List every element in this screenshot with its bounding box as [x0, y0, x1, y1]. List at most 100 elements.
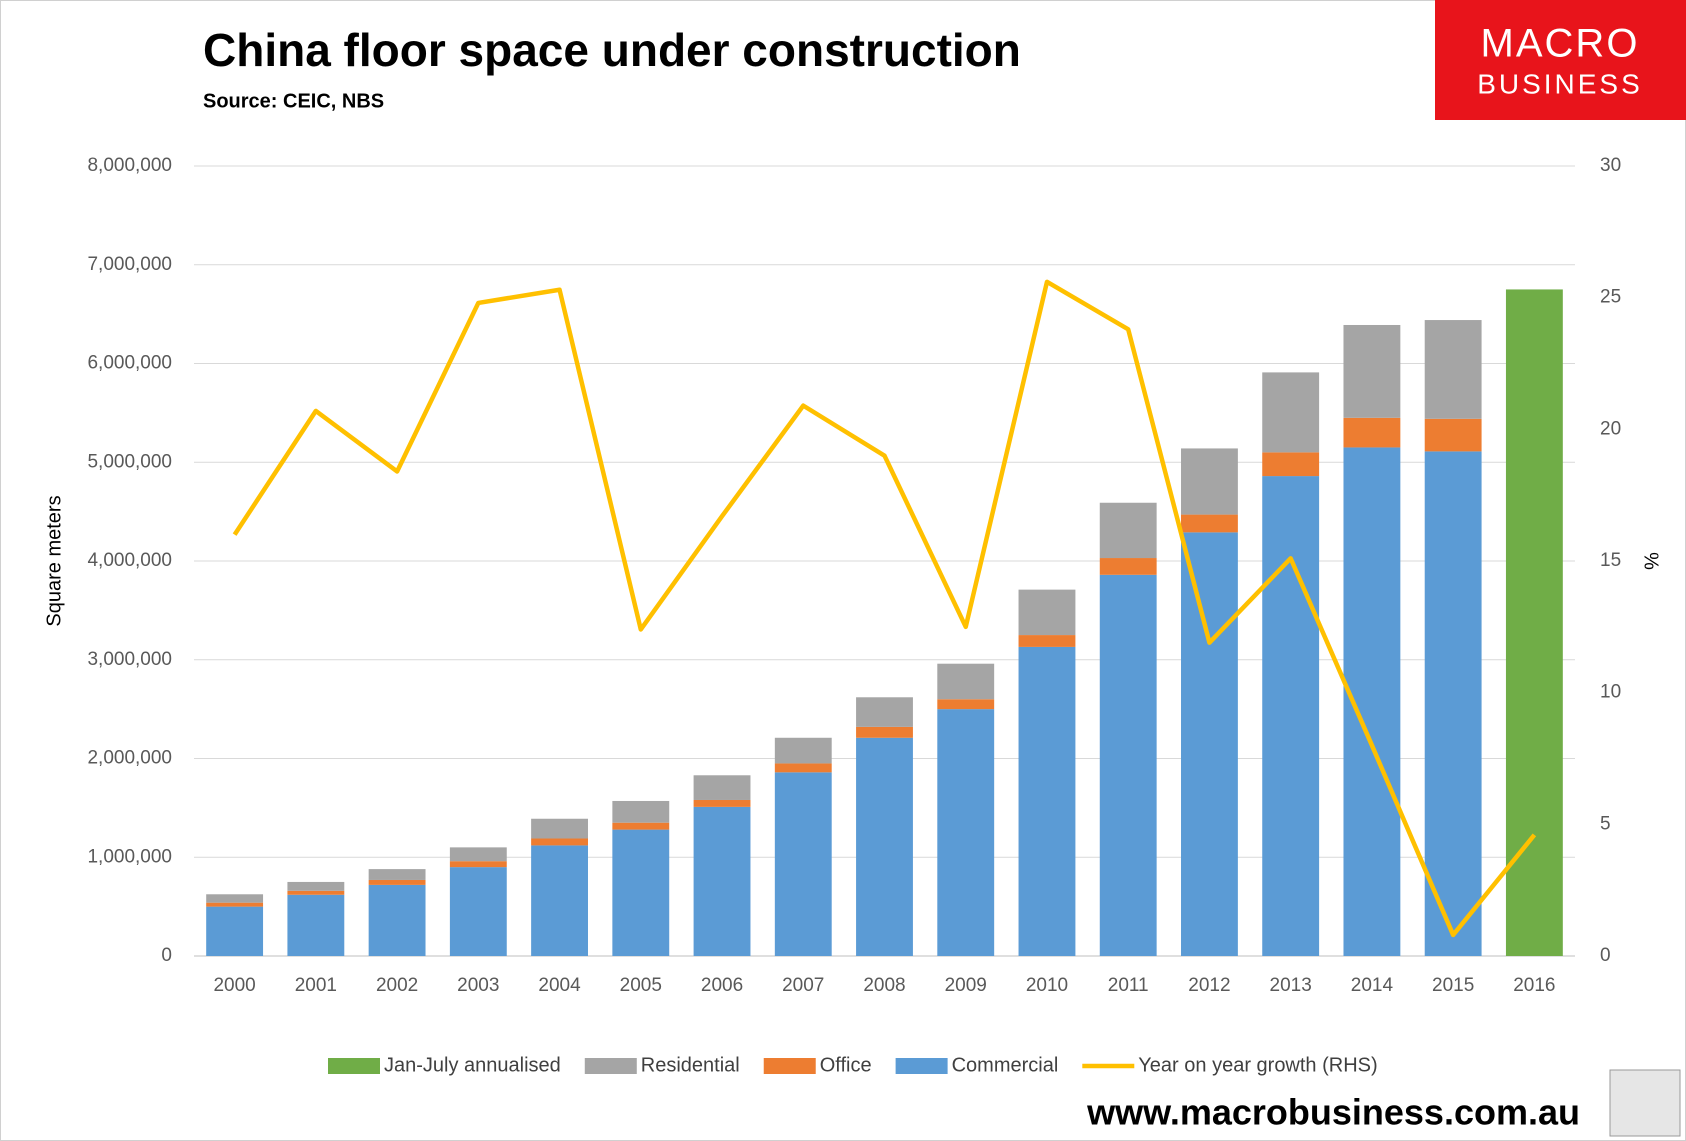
bar — [1099, 558, 1157, 575]
bar — [531, 845, 588, 956]
bar — [856, 697, 913, 727]
y-axis-label: Square meters — [43, 495, 65, 626]
bar — [1262, 372, 1320, 453]
x-tick-label: 2016 — [1513, 975, 1555, 996]
bar — [774, 763, 832, 773]
bar — [856, 726, 913, 738]
bar — [449, 847, 507, 862]
bar — [449, 867, 507, 956]
bar — [531, 818, 588, 839]
chart-subtitle: Source: CEIC, NBS — [203, 90, 384, 112]
bar — [1018, 589, 1076, 636]
bar — [1181, 514, 1238, 533]
bar — [1424, 451, 1482, 956]
bar — [368, 884, 426, 956]
y2-tick-label: 20 — [1600, 418, 1621, 439]
x-tick-label: 2002 — [376, 975, 418, 996]
legend-label: Office — [820, 1054, 872, 1076]
bar — [612, 822, 670, 830]
bar — [937, 699, 995, 710]
bar — [693, 806, 751, 956]
bar — [531, 838, 588, 846]
y-tick-label: 8,000,000 — [87, 155, 172, 176]
bar — [693, 775, 751, 800]
legend-swatch — [895, 1058, 948, 1074]
bar — [287, 894, 345, 956]
y2-axis-label: % — [1640, 552, 1662, 570]
y-tick-label: 6,000,000 — [87, 353, 172, 374]
bar — [287, 890, 345, 895]
chart-title: China floor space under construction — [203, 24, 1021, 76]
legend-label: Year on year growth (RHS) — [1138, 1054, 1377, 1076]
y2-tick-label: 15 — [1600, 550, 1621, 571]
bar — [1099, 574, 1157, 956]
logo-text: BUSINESS — [1477, 68, 1643, 99]
bar — [1018, 646, 1076, 956]
x-tick-label: 2014 — [1351, 975, 1394, 996]
x-tick-label: 2015 — [1432, 975, 1474, 996]
bar — [287, 881, 345, 891]
x-tick-label: 2008 — [863, 975, 905, 996]
logo-image — [1609, 1069, 1681, 1137]
y2-tick-label: 30 — [1600, 155, 1621, 176]
bar — [368, 869, 426, 880]
bar — [1099, 502, 1157, 559]
y-tick-label: 5,000,000 — [87, 451, 172, 472]
legend-label: Jan-July annualised — [384, 1054, 561, 1076]
bar — [1343, 417, 1401, 448]
y2-tick-label: 25 — [1600, 287, 1621, 308]
x-tick-label: 2012 — [1188, 975, 1230, 996]
legend-label: Commercial — [952, 1054, 1059, 1076]
bar — [937, 663, 995, 700]
bar — [1181, 448, 1238, 515]
y-tick-label: 2,000,000 — [87, 748, 172, 769]
y-tick-label: 7,000,000 — [87, 254, 172, 275]
bar — [206, 902, 264, 907]
x-tick-label: 2009 — [945, 975, 987, 996]
bar — [1343, 324, 1401, 418]
bar — [1262, 452, 1320, 477]
y-tick-label: 4,000,000 — [87, 550, 172, 571]
x-tick-label: 2006 — [701, 975, 743, 996]
logo-text: MACRO — [1481, 22, 1640, 66]
bar — [449, 861, 507, 868]
bar — [612, 800, 670, 823]
bar — [206, 894, 264, 903]
bar — [1424, 418, 1482, 452]
bar — [368, 879, 426, 885]
legend-swatch — [763, 1058, 816, 1074]
y2-tick-label: 5 — [1600, 813, 1611, 834]
y2-tick-label: 0 — [1600, 945, 1611, 966]
bar — [1424, 320, 1482, 419]
y-tick-label: 0 — [161, 945, 172, 966]
bar — [1181, 532, 1238, 956]
bar — [206, 906, 264, 956]
line — [232, 279, 1537, 938]
bar — [774, 772, 832, 956]
x-tick-label: 2010 — [1026, 975, 1068, 996]
x-tick-label: 2013 — [1270, 975, 1312, 996]
x-tick-label: 2005 — [620, 975, 662, 996]
y-tick-label: 1,000,000 — [87, 846, 172, 867]
bar — [1262, 476, 1320, 956]
bar — [1018, 635, 1076, 647]
bar — [612, 829, 670, 956]
y2-tick-label: 10 — [1600, 682, 1621, 703]
legend-swatch — [584, 1058, 637, 1074]
x-tick-label: 2000 — [213, 975, 255, 996]
x-tick-label: 2004 — [538, 975, 581, 996]
x-tick-label: 2001 — [295, 975, 337, 996]
bar — [774, 737, 832, 764]
x-tick-label: 2011 — [1108, 975, 1149, 996]
footer-url: www.macrobusiness.com.au — [1086, 1092, 1580, 1133]
bar — [937, 709, 995, 956]
legend-label: Residential — [641, 1054, 740, 1076]
x-tick-label: 2007 — [782, 975, 824, 996]
y-tick-label: 3,000,000 — [87, 649, 172, 670]
x-tick-label: 2003 — [457, 975, 499, 996]
bar — [1505, 289, 1563, 956]
logo-box — [1435, 0, 1686, 120]
bar — [856, 737, 913, 956]
